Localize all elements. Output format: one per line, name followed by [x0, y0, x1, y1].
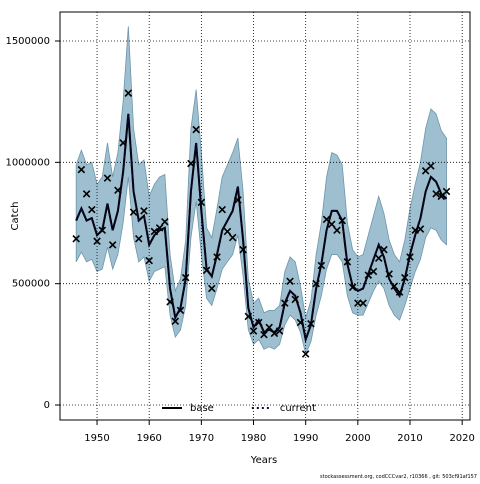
observed-marker [72, 235, 80, 243]
observed-marker [442, 187, 451, 196]
observed-marker [208, 284, 216, 293]
observed-marker [275, 327, 284, 335]
observed-marker [176, 306, 185, 315]
y-tick-label: 500000 [12, 279, 50, 290]
observed-marker [416, 225, 425, 233]
observed-marker [265, 323, 273, 332]
observed-marker [197, 198, 206, 207]
x-tick-label: 1970 [189, 433, 214, 444]
observed-marker [103, 174, 112, 182]
observed-marker [401, 273, 409, 282]
legend-label: base [190, 403, 214, 414]
x-tick-label: 1950 [84, 433, 109, 444]
observed-marker [155, 224, 164, 232]
y-tick-label: 1000000 [5, 157, 50, 168]
legend-label: current [280, 403, 316, 414]
observed-marker [286, 277, 294, 286]
observed-marker [108, 241, 117, 249]
observed-marker [140, 207, 148, 215]
observed-marker [171, 317, 180, 326]
observed-marker [150, 227, 159, 236]
observed-marker [385, 270, 393, 278]
observed-marker [427, 162, 435, 170]
observed-marker [202, 266, 211, 275]
observed-marker [307, 319, 315, 328]
observed-marker [338, 216, 346, 225]
observed-marker [359, 299, 367, 307]
observed-marker [161, 218, 169, 226]
y-tick-label: 1500000 [5, 36, 50, 47]
observed-marker [124, 89, 133, 97]
observed-marker [213, 253, 221, 261]
observed-marker [390, 282, 399, 290]
observed-marker [270, 329, 279, 338]
observed-marker [260, 330, 268, 339]
observed-marker [374, 254, 383, 262]
observed-marker [239, 245, 247, 254]
observed-marker [228, 233, 237, 242]
plot-frame [59, 11, 471, 421]
observed-marker [281, 299, 289, 307]
x-tick-label: 2000 [345, 433, 370, 444]
y-axis-label: Catch [10, 202, 21, 231]
observed-marker [333, 226, 341, 235]
observed-marker [291, 295, 300, 304]
x-tick-label: 1980 [241, 433, 266, 444]
observed-marker [432, 190, 440, 198]
observed-marker [88, 205, 96, 214]
x-tick-label: 1990 [293, 433, 318, 444]
observed-marker [395, 288, 404, 296]
observed-marker [166, 298, 174, 306]
observed-marker [411, 226, 419, 235]
observed-marker [406, 253, 414, 261]
observed-marker [296, 318, 305, 327]
observed-marker [223, 227, 232, 236]
x-axis-label: Years [250, 455, 277, 466]
confidence-band [75, 26, 447, 356]
observed-marker [312, 279, 320, 288]
observed-marker [181, 273, 190, 282]
footnote: stockassessment.org, codCCCvar2, r10366 … [320, 474, 477, 480]
x-tick-label: 2010 [397, 433, 422, 444]
observed-marker [348, 283, 357, 292]
observed-marker [244, 312, 253, 321]
observed-marker [301, 350, 310, 358]
observed-marker [317, 261, 326, 270]
observed-marker [218, 205, 226, 214]
observed-marker [129, 208, 138, 216]
observed-marker [328, 220, 336, 228]
observed-marker [77, 165, 86, 174]
observed-marker [187, 159, 195, 168]
observed-marker [249, 327, 258, 335]
observed-marker [82, 190, 91, 198]
x-tick-label: 2020 [449, 433, 474, 444]
observed-marker [145, 256, 153, 265]
x-tick-label: 1960 [136, 433, 161, 444]
observed-marker [369, 267, 378, 276]
observed-marker [254, 318, 263, 327]
observed-marker [119, 139, 127, 147]
observed-marker [380, 245, 388, 254]
observed-marker [192, 125, 200, 134]
observed-marker [135, 235, 143, 243]
y-tick-label: 0 [44, 400, 50, 411]
observed-marker [364, 271, 373, 279]
observed-marker [234, 196, 242, 204]
observed-marker [343, 258, 352, 266]
observed-marker [114, 186, 122, 195]
observed-marker [93, 237, 101, 245]
observed-marker [98, 226, 107, 235]
